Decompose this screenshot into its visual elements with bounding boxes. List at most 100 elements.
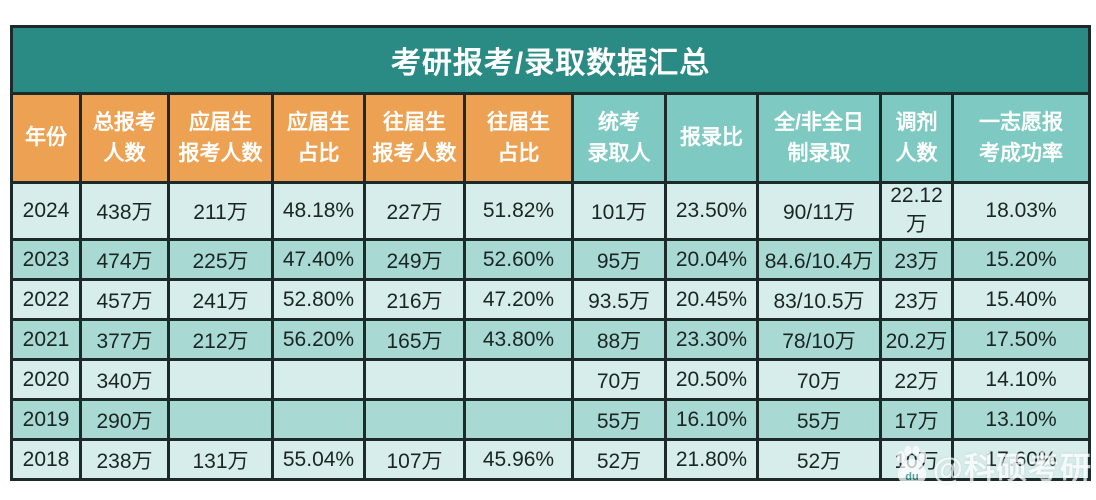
table-cell: 83/10.5万: [756, 278, 882, 321]
table-cell: 51.82%: [463, 181, 574, 241]
year-cell: 2022: [10, 278, 82, 321]
table-cell: [271, 358, 366, 401]
table-cell: 88万: [571, 318, 667, 361]
column-header-10: 一志愿报 考成功率: [950, 92, 1092, 184]
table-cell: 22.12万: [879, 181, 954, 241]
year-cell: 2018: [10, 438, 82, 481]
year-cell: 2020: [10, 358, 82, 401]
table-cell: 93.5万: [571, 278, 667, 321]
table-cell: 238万: [79, 438, 170, 481]
table-cell: 47.20%: [463, 278, 574, 321]
table-cell: 70万: [756, 358, 882, 401]
title-row: 考研报考/录取数据汇总: [9, 25, 1092, 95]
column-header-row: 年份 总报考 人数 应届生 报考人数 应届生 占比 往届生 报考人数 往届生 占比 统考 录取人 报录比全…: [10, 92, 1092, 184]
table-cell: 13.10%: [950, 398, 1092, 441]
table-cell: 43.80%: [463, 318, 574, 361]
table-cell: 227万: [363, 181, 466, 241]
table-cell: 90/11万: [756, 181, 882, 241]
table-cell: 52万: [571, 438, 667, 481]
table-cell: 457万: [79, 278, 170, 321]
year-cell: 2024: [10, 181, 82, 241]
table-row-2019: 2019 290万 55万 16.10% 55万 17万 13.10%: [10, 398, 1092, 441]
table-cell: 216万: [363, 278, 466, 321]
table-cell: 131万: [167, 438, 274, 481]
table-cell: 52.80%: [271, 278, 366, 321]
column-header-5: 往届生 占比: [463, 92, 574, 184]
table-cell: 45.96%: [463, 438, 574, 481]
table-cell: 56.20%: [271, 318, 366, 361]
column-header-9: 调剂 人数: [879, 92, 954, 184]
table-cell: 48.18%: [271, 181, 366, 241]
table-row-2022: 2022 457万 241万 52.80% 216万 47.20% 93.5万 20.45% 8…: [10, 278, 1092, 321]
table-cell: 20.50%: [664, 358, 759, 401]
table-cell: 377万: [79, 318, 170, 361]
table-cell: 47.40%: [271, 238, 366, 281]
table-cell: 249万: [363, 238, 466, 281]
table-cell: 70万: [571, 358, 667, 401]
table-cell: 17.60%: [950, 438, 1092, 481]
year-cell: 2019: [10, 398, 82, 441]
column-header-2: 应届生 报考人数: [167, 92, 274, 184]
table-cell: 55万: [571, 398, 667, 441]
table-cell: 17万: [879, 398, 954, 441]
table-cell: 14.10%: [950, 358, 1092, 401]
table-cell: 23万: [879, 278, 954, 321]
table-cell: 16.10%: [664, 398, 759, 441]
table-cell: [463, 358, 574, 401]
table-cell: 21.80%: [664, 438, 759, 481]
year-cell: 2023: [10, 238, 82, 281]
table-row-2020: 2020 340万 70万 20.50% 70万 22万 14.10%: [10, 358, 1092, 401]
column-header-1: 总报考 人数: [79, 92, 170, 184]
table-row-2018: 2018 238万 131万 55.04% 107万 45.96% 52万 21.80% 52万…: [10, 438, 1092, 481]
table-row-2021: 2021 377万 212万 56.20% 165万 43.80% 88万 23.30% 78/…: [10, 318, 1092, 361]
table-cell: 22万: [879, 358, 954, 401]
table-cell: 55万: [756, 398, 882, 441]
table-cell: 20.04%: [664, 238, 759, 281]
table-cell: 23万: [879, 238, 954, 281]
column-header-0: 年份: [10, 92, 82, 184]
table-cell: 101万: [571, 181, 667, 241]
column-header-7: 报录比: [664, 92, 759, 184]
table-cell: 17.50%: [950, 318, 1092, 361]
table-cell: [167, 398, 274, 441]
table-cell: 107万: [363, 438, 466, 481]
table-cell: 290万: [79, 398, 170, 441]
column-header-3: 应届生 占比: [271, 92, 366, 184]
table-cell: 340万: [79, 358, 170, 401]
table-cell: 20.45%: [664, 278, 759, 321]
table-cell: 18.03%: [950, 181, 1092, 241]
table-row-2023: 2023 474万 225万 47.40% 249万 52.60% 95万 20.04% 84.…: [10, 238, 1092, 281]
table-cell: 225万: [167, 238, 274, 281]
table-cell: 15.40%: [950, 278, 1092, 321]
table-title: 考研报考/录取数据汇总: [9, 25, 1092, 95]
table-cell: 78/10万: [756, 318, 882, 361]
enrollment-data-table: 考研报考/录取数据汇总 年份 总报考 人数 应届生 报考人数 应届生 占比 往届生 报考人数 往届…: [9, 25, 1092, 481]
table-row-2024: 2024 438万 211万 48.18% 227万 51.82% 101万 23.50% 90…: [10, 181, 1092, 241]
table-cell: 241万: [167, 278, 274, 321]
table-cell: 211万: [167, 181, 274, 241]
table-cell: [363, 358, 466, 401]
table-cell: [167, 358, 274, 401]
table-cell: 95万: [571, 238, 667, 281]
table-cell: [271, 398, 366, 441]
table-cell: 15.20%: [950, 238, 1092, 281]
table-cell: 52.60%: [463, 238, 574, 281]
column-header-6: 统考 录取人: [571, 92, 667, 184]
table-cell: 165万: [363, 318, 466, 361]
table-cell: 438万: [79, 181, 170, 241]
table-cell: 84.6/10.4万: [756, 238, 882, 281]
column-header-8: 全/非全日 制录取: [756, 92, 882, 184]
table-cell: 212万: [167, 318, 274, 361]
table-cell: 474万: [79, 238, 170, 281]
table-cell: [363, 398, 466, 441]
table-cell: 10万: [879, 438, 954, 481]
table-cell: 23.30%: [664, 318, 759, 361]
table-cell: [463, 398, 574, 441]
table-cell: 20.2万: [879, 318, 954, 361]
table-body: 2024 438万 211万 48.18% 227万 51.82% 101万 23.50% 90…: [10, 181, 1092, 481]
table-cell: 55.04%: [271, 438, 366, 481]
table-cell: 52万: [756, 438, 882, 481]
column-header-4: 往届生 报考人数: [363, 92, 466, 184]
table-cell: 23.50%: [664, 181, 759, 241]
